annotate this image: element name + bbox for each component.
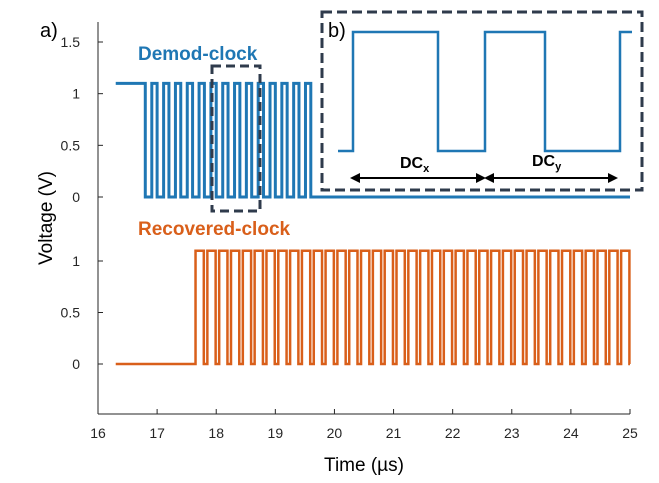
panel-b-label: b)	[328, 20, 346, 42]
x-tick-label: 21	[386, 425, 402, 441]
demod-clock-line	[115, 81, 630, 199]
y-ticks-top: 0 0.5 1 1.5	[61, 34, 103, 205]
x-ticks: 16 17 18 19 20 21 22 23 24 25	[90, 409, 638, 441]
y-tick-label: 1	[72, 86, 80, 102]
y-ticks-bottom: 00.51	[61, 253, 103, 372]
dcy-arrow-right-head	[608, 173, 618, 183]
dcy-label: DCy	[532, 153, 562, 173]
x-tick-label: 23	[504, 425, 520, 441]
y-tick-label: 1.5	[61, 34, 81, 50]
x-tick-label: 22	[445, 425, 461, 441]
y-tick-label: 0	[72, 356, 80, 372]
y-tick-label: 1	[72, 253, 80, 269]
x-tick-label: 20	[327, 425, 343, 441]
x-tick-label: 17	[149, 425, 165, 441]
dcy-arrow-left-head	[484, 173, 494, 183]
x-tick-label: 25	[622, 425, 638, 441]
panel-a-label: a)	[40, 20, 58, 42]
y-tick-label: 0	[72, 189, 80, 205]
y-tick-label: 0.5	[61, 137, 81, 153]
y-tick-label: 0.5	[61, 305, 81, 321]
y-axis-label: Voltage (V)	[36, 171, 57, 265]
dcx-arrow-right-head	[476, 173, 486, 183]
x-axis-label: Time (µs)	[324, 455, 404, 476]
x-tick-label: 19	[268, 425, 284, 441]
inset-frame	[320, 10, 644, 192]
zoom-box	[210, 64, 262, 213]
x-tick-label: 24	[563, 425, 579, 441]
recovered-clock-line	[115, 249, 631, 366]
inset-background	[322, 12, 642, 190]
x-tick-label: 16	[90, 425, 106, 441]
inset-panel: b) DCx DCy	[320, 10, 644, 192]
inset-waveform	[338, 30, 632, 153]
recovered-clock-label: Recovered-clock	[138, 219, 291, 240]
dcx-arrow-left-head	[350, 173, 360, 183]
demod-clock-label: Demod-clock	[138, 44, 258, 65]
x-tick-label: 18	[208, 425, 224, 441]
dcx-label: DCx	[400, 155, 430, 175]
